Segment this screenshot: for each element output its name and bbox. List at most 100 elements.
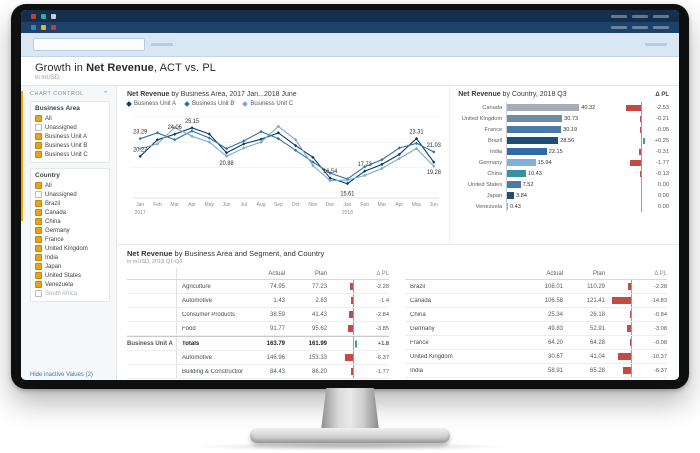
data-point-marker — [155, 138, 160, 142]
browser-menu-item[interactable] — [632, 14, 648, 18]
filter-item[interactable]: India — [35, 253, 105, 262]
data-point-marker — [294, 148, 298, 153]
table-header-row: Actual Plan Δ PL — [127, 268, 389, 280]
delta-cell: -2.84 — [327, 308, 389, 321]
browser-app-icon[interactable] — [41, 25, 46, 30]
bar-track: 7.52 — [506, 179, 621, 190]
x-axis-label: May — [205, 202, 215, 208]
delta-value: -0.84 — [632, 312, 667, 318]
table-plan-cell: 77.23 — [311, 283, 327, 290]
browser-app-icon[interactable] — [31, 25, 36, 30]
bar-row: Japan 3.84 0.00 — [458, 190, 669, 201]
delta-visual: -2.84 — [327, 308, 389, 321]
delta-label: -6.37 — [376, 354, 389, 361]
browser-menu-item[interactable] — [611, 14, 627, 18]
table-group-cell — [127, 294, 177, 307]
delta-cell: -0.13 — [621, 168, 669, 179]
checkbox[interactable] — [35, 151, 42, 158]
page-title-bold: Net Revenue — [86, 62, 154, 74]
filter-item[interactable]: Unassigned — [35, 190, 105, 199]
checkbox[interactable] — [35, 254, 42, 261]
table-row: China 25.34 26.18 -0.84 — [405, 308, 667, 322]
checkbox[interactable] — [35, 245, 42, 252]
chart-control-panel: CHART CONTROL ⌃ Business Area All Unassign… — [21, 86, 117, 380]
delta-label: -2.53 — [656, 104, 669, 111]
checkbox[interactable] — [35, 191, 42, 198]
delta-cell: -10.37 — [605, 350, 667, 363]
legend-item[interactable]: Business Unit B — [184, 101, 235, 107]
data-point-marker — [311, 163, 315, 168]
checkbox[interactable] — [35, 182, 42, 189]
checkbox[interactable] — [35, 227, 42, 234]
checkbox[interactable] — [35, 133, 42, 140]
checkbox[interactable] — [35, 142, 42, 149]
legend-item[interactable]: Business Unit C — [242, 101, 293, 107]
filter-item[interactable]: Germany — [35, 226, 105, 235]
browser-app-icon[interactable] — [41, 13, 46, 19]
filter-item[interactable]: United States — [35, 271, 105, 280]
checkbox[interactable] — [35, 124, 42, 131]
table-plan-cell: 95.62 — [311, 325, 327, 332]
bar-track: 10.43 — [506, 168, 621, 179]
browser-address-field[interactable] — [33, 38, 145, 51]
table-row: Automotive 1.43 2.83 -1.4 — [127, 294, 389, 308]
delta-value: -6.37 — [354, 355, 389, 361]
delta-bar-negative — [344, 354, 353, 361]
browser-menu-item[interactable] — [653, 14, 669, 18]
chart-control-label: CHART CONTROL — [30, 91, 84, 97]
checkbox[interactable] — [35, 290, 42, 297]
legend-item[interactable]: Business Unit A — [126, 101, 176, 107]
browser-app-icon[interactable] — [51, 25, 56, 30]
filter-item[interactable]: Business Unit C — [35, 150, 105, 159]
hide-inactive-values-link[interactable]: Hide inactive Values (2) — [30, 372, 93, 378]
filter-item[interactable]: France — [35, 235, 105, 244]
delta-visual: -6.37 — [605, 364, 667, 377]
filter-item[interactable]: Unassigned — [35, 123, 105, 132]
browser-app-icon[interactable] — [31, 13, 36, 19]
table-group-cell — [127, 322, 177, 335]
delta-value: -0.08 — [632, 340, 667, 346]
table-header-row: Actual Plan Δ PL — [405, 268, 667, 280]
checkbox[interactable] — [35, 209, 42, 216]
filter-item[interactable]: Venezuela — [35, 280, 105, 289]
table-actual-cell: 91.77 — [269, 325, 285, 332]
table-name-cell: China — [410, 311, 426, 318]
filter-item[interactable]: Brazil — [35, 199, 105, 208]
table-name-cell: Food — [182, 325, 196, 332]
filter-item[interactable]: All — [35, 114, 105, 123]
checkbox[interactable] — [35, 236, 42, 243]
delta-value: -0.05 — [642, 127, 669, 133]
delta-visual: -6.37 — [327, 351, 389, 364]
filter-item[interactable]: All — [35, 181, 105, 190]
browser-menu-item[interactable] — [653, 26, 669, 29]
filter-item-label: All — [45, 182, 52, 189]
browser-menu-item[interactable] — [632, 26, 648, 29]
legend-label: Business Unit B — [192, 101, 235, 107]
legend-marker-icon — [126, 101, 132, 107]
data-point-marker — [328, 179, 332, 183]
filter-item[interactable]: South Africa — [35, 289, 105, 298]
browser-menu-item[interactable] — [611, 26, 627, 29]
browser-app-icon[interactable] — [51, 13, 56, 19]
checkbox[interactable] — [35, 115, 42, 122]
filter-item[interactable]: Japan — [35, 262, 105, 271]
bar-row: Canada 40.32 -2.53 — [458, 102, 669, 113]
delta-axis — [641, 113, 642, 124]
checkbox[interactable] — [35, 263, 42, 270]
filter-item[interactable]: China — [35, 217, 105, 226]
delta-value: -0.31 — [642, 149, 669, 155]
filter-item[interactable]: United Kingdom — [35, 244, 105, 253]
page-title-prefix: Growth in — [35, 62, 87, 74]
collapse-icon[interactable]: ⌃ — [102, 90, 109, 98]
filter-item[interactable]: Canada — [35, 208, 105, 217]
checkbox[interactable] — [35, 200, 42, 207]
delta-value: -2.28 — [632, 284, 667, 290]
delta-visual: 0.00 — [621, 190, 669, 201]
checkbox[interactable] — [35, 281, 42, 288]
bar-row: Brazil 28.56 +0.25 — [458, 135, 669, 146]
delta-negative-area — [331, 354, 353, 361]
checkbox[interactable] — [35, 218, 42, 225]
filter-item[interactable]: Business Unit B — [35, 141, 105, 150]
checkbox[interactable] — [35, 272, 42, 279]
filter-item[interactable]: Business Unit A — [35, 132, 105, 141]
